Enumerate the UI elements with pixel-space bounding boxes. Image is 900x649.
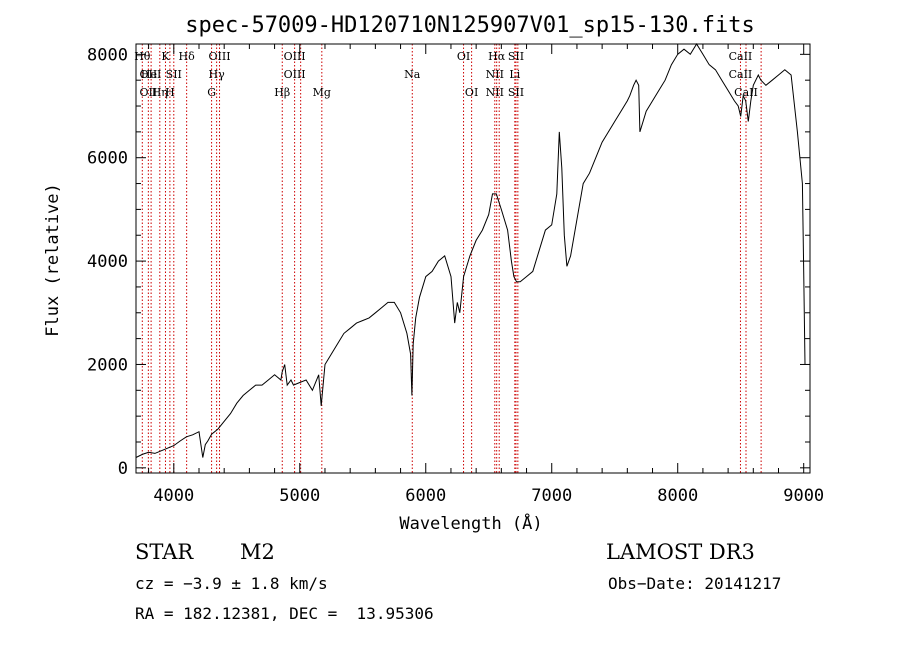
y-tick-label-1: 2000 — [87, 355, 128, 375]
x-tick-label-1: 5000 — [279, 486, 320, 506]
line-label-11-0: Hβ — [274, 86, 290, 99]
line-label-16-0: OI — [457, 50, 470, 63]
x-tick-label-4: 8000 — [657, 486, 698, 506]
line-label-3-0: Hη — [152, 86, 168, 99]
y-tick-label-0: 0 — [118, 459, 128, 479]
y-axis-label: Flux (relative) — [43, 183, 63, 337]
line-label-7-0: Hδ — [179, 50, 196, 63]
line-label-19-0: Hα — [488, 50, 506, 63]
line-label-17-0: OI — [465, 86, 478, 99]
x-tick-label-3: 7000 — [531, 486, 572, 506]
x-axis-label: Wavelength (Å) — [399, 512, 542, 534]
line-label-12-1: OIII — [284, 68, 306, 81]
x-tick-label-2: 6000 — [405, 486, 446, 506]
line-label-1-0: OII — [139, 68, 157, 81]
spectrum-chart: spec-57009-HD120710N125907V01_sp15-130.f… — [43, 13, 824, 534]
line-label-22-0: SII — [508, 50, 524, 63]
line-label-18-1: NII — [486, 86, 504, 99]
spectral-line-labels: HθOIIOIIHeIHηKHSIIHδGHγOIIIHβOIIIOIIIMgN… — [134, 50, 758, 99]
line-label-0-0: Hθ — [134, 50, 151, 63]
line-label-24-1: CaII — [729, 68, 753, 81]
y-tick-label-4: 8000 — [87, 45, 128, 65]
x-tick-label-5: 9000 — [783, 486, 824, 506]
line-label-4-0: K — [161, 50, 170, 63]
chart-title: spec-57009-HD120710N125907V01_sp15-130.f… — [185, 13, 755, 38]
line-label-21-0: Li — [509, 68, 520, 81]
line-label-12-0: OIII — [284, 50, 306, 63]
observation-date: Obs−Date: 20141217 — [608, 574, 782, 593]
y-tick-label-2: 4000 — [87, 252, 128, 272]
line-label-24-0: CaII — [729, 50, 753, 63]
spectral-line-markers — [141, 44, 762, 473]
line-label-1-1: OII — [139, 86, 157, 99]
line-label-6-0: SII — [166, 68, 182, 81]
line-label-14-0: Mg — [313, 86, 331, 99]
x-axis-ticks: 4000 5000 6000 7000 8000 9000 — [148, 44, 824, 506]
y-tick-label-3: 6000 — [87, 149, 128, 169]
plot-frame — [135, 43, 811, 474]
line-label-18-0: NII — [486, 68, 504, 81]
line-label-9-0: Hγ — [209, 68, 226, 81]
object-class: STAR — [135, 540, 194, 564]
sky-coordinates: RA = 182.12381, DEC = 13.95306 — [135, 604, 434, 623]
line-label-25-0: CaII — [734, 86, 758, 99]
spectrum-line — [135, 43, 806, 458]
line-label-8-0: G — [207, 86, 216, 99]
line-label-5-0: H — [165, 86, 175, 99]
line-label-10-0: OIII — [208, 50, 230, 63]
x-tick-label-0: 4000 — [153, 486, 194, 506]
object-subclass: M2 — [240, 540, 275, 564]
line-label-22-1: SII — [508, 86, 524, 99]
line-label-15-0: Na — [404, 68, 421, 81]
redshift-velocity: cz = −3.9 ± 1.8 km/s — [135, 574, 328, 593]
y-axis-ticks: 0 2000 4000 6000 8000 — [87, 45, 810, 479]
survey-release: LAMOST DR3 — [606, 540, 755, 564]
line-label-2-0: HeI — [141, 68, 161, 81]
